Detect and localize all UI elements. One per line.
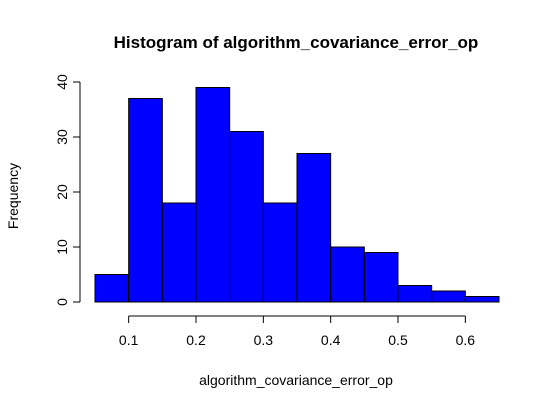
- histogram-bar: [229, 131, 264, 303]
- histogram-bar: [94, 274, 130, 303]
- histogram-bar: [262, 202, 298, 303]
- bars-group: [94, 87, 500, 303]
- x-tick-label: 0.6: [456, 332, 476, 348]
- x-axis: 0.1 0.2 0.3 0.4 0.5 0.6: [119, 315, 476, 348]
- x-tick-label: 0.3: [254, 332, 274, 348]
- chart-title: Histogram of algorithm_covariance_error_…: [114, 33, 479, 52]
- histogram-bar: [161, 202, 197, 303]
- x-tick-label: 0.2: [186, 332, 206, 348]
- y-tick-label: 20: [54, 184, 70, 200]
- histogram-bar: [195, 87, 231, 303]
- y-axis: 0 10 20 30 40: [54, 74, 81, 306]
- histogram-bar: [431, 290, 466, 303]
- histogram-bar: [464, 296, 500, 303]
- y-tick-label: 0: [54, 298, 70, 306]
- histogram-bar: [128, 98, 163, 303]
- y-axis-label: Frequency: [5, 163, 21, 229]
- histogram-bar: [330, 246, 365, 303]
- histogram-bar: [397, 285, 433, 303]
- histogram-bar: [363, 252, 399, 303]
- histogram-bar: [296, 153, 332, 303]
- y-tick-label: 40: [54, 74, 70, 90]
- x-axis-label: algorithm_covariance_error_op: [199, 372, 393, 388]
- x-tick-label: 0.1: [119, 332, 139, 348]
- y-tick-label: 10: [54, 239, 70, 255]
- y-tick-label: 30: [54, 129, 70, 145]
- x-tick-label: 0.5: [388, 332, 408, 348]
- x-tick-label: 0.4: [321, 332, 341, 348]
